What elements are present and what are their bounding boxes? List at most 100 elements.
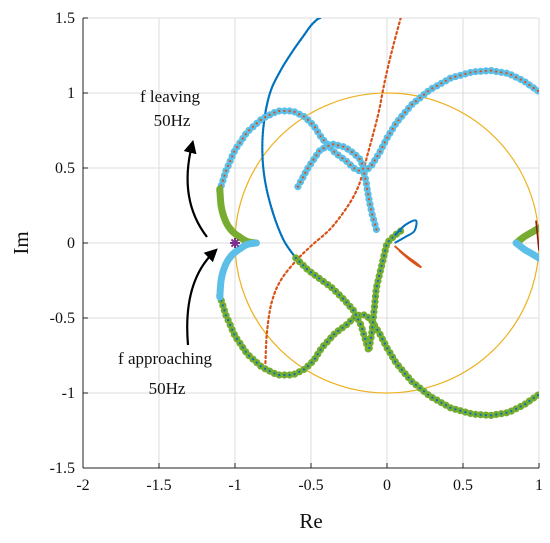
- series-point-center: [367, 193, 370, 196]
- series-point-center: [524, 402, 527, 406]
- series-point-center: [536, 89, 539, 92]
- series-point-center: [278, 109, 281, 113]
- series-point-center: [248, 129, 251, 132]
- series-point-center: [367, 316, 370, 319]
- series-point-center: [459, 74, 462, 77]
- x-tick-label: -1: [228, 477, 241, 494]
- critical-point-marker: [230, 238, 240, 248]
- series-point-center: [372, 316, 375, 319]
- series-point-center: [313, 126, 317, 129]
- series-point-center: [329, 336, 332, 340]
- series-point-center: [326, 340, 329, 343]
- series-point-center: [283, 373, 286, 377]
- series-point-center: [368, 346, 371, 350]
- series-point-center: [484, 414, 487, 417]
- series-point-center: [362, 313, 366, 317]
- series-point-center: [229, 323, 232, 326]
- series-point-center: [381, 145, 384, 149]
- series-point-center: [229, 160, 232, 163]
- series-point-center: [397, 119, 400, 122]
- series-point-center: [373, 300, 377, 303]
- series-point-center: [238, 342, 241, 345]
- series-point-center: [314, 274, 317, 277]
- series-point-center: [394, 123, 397, 126]
- series-point-center: [371, 213, 374, 216]
- series-point-center: [400, 115, 403, 118]
- series-point-center: [505, 411, 508, 414]
- series-point-center: [354, 154, 358, 157]
- series-point-center: [464, 72, 467, 75]
- annotation-leaving-line1: f leaving: [140, 87, 200, 106]
- series-point-center: [288, 373, 291, 377]
- series-point-center: [454, 75, 457, 78]
- series-point-center: [469, 71, 472, 74]
- series-point-center: [360, 162, 363, 165]
- series-point-center: [302, 264, 305, 267]
- series-point-center: [294, 256, 297, 260]
- series-point-center: [444, 79, 447, 82]
- series-point-center: [385, 244, 388, 247]
- series-point-center: [386, 136, 389, 139]
- series-point-center: [293, 373, 296, 376]
- green-ring-series: [292, 227, 405, 353]
- series-point-center: [369, 341, 372, 344]
- series-point-center: [358, 157, 361, 161]
- series-point-center: [376, 279, 380, 283]
- series-point-center: [312, 158, 315, 161]
- series-point-center: [302, 115, 305, 118]
- series-point-center: [528, 83, 531, 87]
- series-point-center: [318, 277, 321, 280]
- series-point-center: [309, 271, 312, 274]
- series-point-center: [505, 72, 508, 75]
- series-point-center: [341, 157, 344, 160]
- series-point-center: [422, 93, 426, 96]
- series-point-center: [459, 409, 462, 412]
- y-tick-label: -0.5: [50, 310, 75, 327]
- series-point-center: [407, 376, 410, 379]
- series-point-center: [353, 167, 356, 170]
- series-point-center: [298, 113, 301, 116]
- orange-dotted-series-line: [264, 18, 402, 365]
- x-tick-label: 0.5: [453, 477, 473, 494]
- series-point-center: [474, 70, 477, 73]
- series-point-center: [532, 86, 535, 90]
- series-point-center: [301, 176, 304, 179]
- series-point-center: [244, 350, 247, 353]
- series-point-center: [296, 185, 299, 188]
- series-point-center: [510, 410, 513, 413]
- series-point-center: [368, 203, 372, 206]
- series-point-center: [330, 286, 333, 289]
- series-point-center: [341, 326, 344, 329]
- y-tick-label: -1: [62, 385, 75, 402]
- lightblue-branch-right: [512, 239, 539, 262]
- series-point-center: [372, 310, 375, 313]
- series-point-center: [223, 309, 226, 312]
- series-point-center: [316, 353, 319, 356]
- series-point-center: [449, 77, 452, 80]
- series-point-center: [255, 122, 258, 125]
- series-point-center: [346, 148, 349, 151]
- series-point-center: [371, 321, 374, 324]
- series-point-center: [379, 269, 382, 272]
- series-point-center: [410, 103, 413, 106]
- series-point-center: [231, 155, 234, 158]
- blue-dotted-series-line: [261, 18, 322, 260]
- series-point-center: [322, 139, 325, 142]
- series-point-center: [338, 293, 341, 296]
- series-point-center: [316, 130, 319, 133]
- dark-red-segment: [535, 220, 539, 251]
- series-point-center: [310, 122, 313, 125]
- series-point-center: [362, 167, 365, 170]
- series-point-center: [474, 413, 477, 416]
- series-point-center: [305, 267, 308, 271]
- series-point-center: [371, 326, 374, 329]
- series-point-center: [233, 150, 236, 153]
- annotation-approaching-line2: 50Hz: [149, 379, 186, 398]
- series-point-center: [410, 380, 413, 383]
- series-point-center: [268, 113, 271, 116]
- series-point-center: [255, 361, 258, 364]
- series-point-center: [313, 357, 317, 360]
- series-point-center: [337, 329, 340, 332]
- series-point-center: [422, 390, 426, 393]
